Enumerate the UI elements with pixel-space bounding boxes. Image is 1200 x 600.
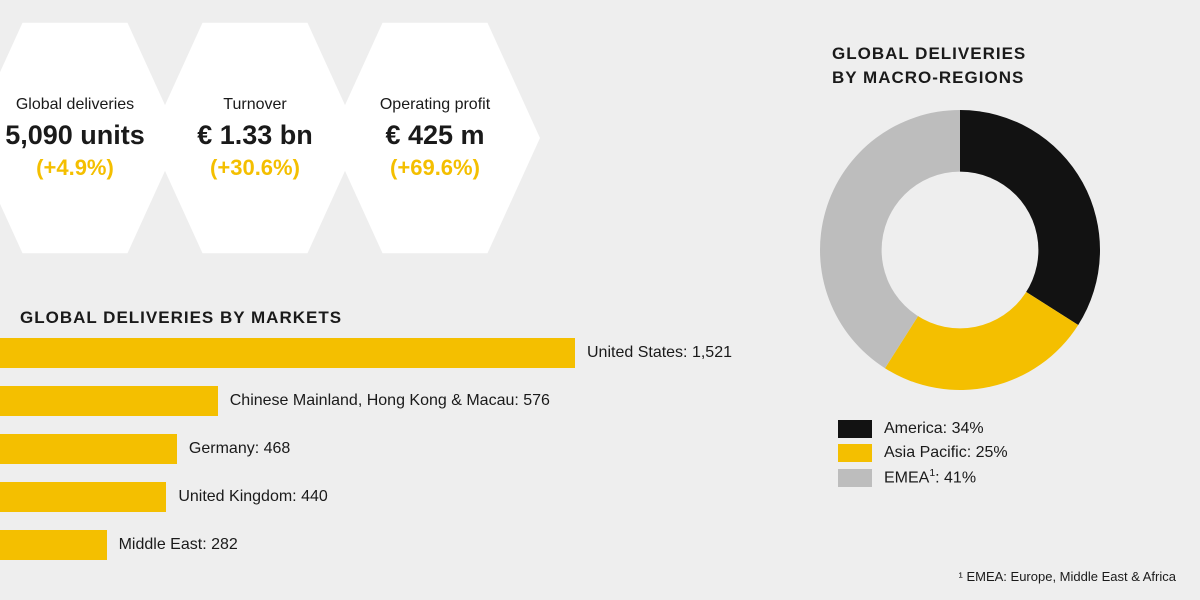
- legend-swatch: [838, 444, 872, 462]
- kpi-hex-row: Global deliveries 5,090 units (+4.9%) Turno…: [0, 18, 510, 258]
- market-bar-row: Germany: 468: [0, 434, 640, 464]
- donut-chart: [820, 110, 1100, 390]
- kpi-label: Turnover: [223, 96, 286, 114]
- market-bar-label: Middle East: 282: [107, 530, 238, 560]
- kpi-value: € 425 m: [385, 120, 484, 151]
- legend-label: Asia Pacific: 25%: [884, 444, 1008, 462]
- kpi-value: 5,090 units: [5, 120, 145, 151]
- kpi-label: Operating profit: [380, 96, 490, 114]
- market-bar-label: Chinese Mainland, Hong Kong & Macau: 576: [218, 386, 550, 416]
- donut-title-line2: BY MACRO-REGIONS: [832, 68, 1024, 87]
- market-bar-fill: [0, 482, 166, 512]
- infographic-page: { "colors":{ "background":"#eeeeee", "he…: [0, 0, 1200, 600]
- legend-row-0: America: 34%: [838, 420, 1008, 438]
- donut-legend: America: 34% Asia Pacific: 25% EMEA1: 41%: [838, 420, 1008, 493]
- market-bar-row: United States: 1,521: [0, 338, 640, 368]
- kpi-label: Global deliveries: [16, 96, 134, 114]
- market-bar-fill: [0, 530, 107, 560]
- kpi-hex-1: Turnover € 1.33 bn (+30.6%): [150, 18, 360, 258]
- markets-title: GLOBAL DELIVERIES BY MARKETS: [20, 308, 342, 328]
- market-bar-label: Germany: 468: [177, 434, 290, 464]
- legend-swatch: [838, 469, 872, 487]
- legend-row-1: Asia Pacific: 25%: [838, 444, 1008, 462]
- kpi-percent: (+69.6%): [390, 155, 480, 181]
- footnote: ¹ EMEA: Europe, Middle East & Africa: [959, 569, 1176, 584]
- market-bar-label: United States: 1,521: [575, 338, 732, 368]
- legend-row-2: EMEA1: 41%: [838, 468, 1008, 487]
- market-bar-row: United Kingdom: 440: [0, 482, 640, 512]
- market-bar-fill: [0, 386, 218, 416]
- market-bar-row: Middle East: 282: [0, 530, 640, 560]
- kpi-value: € 1.33 bn: [197, 120, 313, 151]
- kpi-percent: (+4.9%): [36, 155, 114, 181]
- donut-hole: [882, 172, 1039, 329]
- market-bar-row: Chinese Mainland, Hong Kong & Macau: 576: [0, 386, 640, 416]
- donut-title-line1: GLOBAL DELIVERIES: [832, 44, 1026, 63]
- donut-title: GLOBAL DELIVERIES BY MACRO-REGIONS: [832, 42, 1026, 90]
- kpi-hex-2: Operating profit € 425 m (+69.6%): [330, 18, 540, 258]
- market-bar-fill: [0, 434, 177, 464]
- markets-bars: United States: 1,521 Chinese Mainland, Ho…: [0, 338, 640, 578]
- legend-label: EMEA1: 41%: [884, 468, 976, 487]
- kpi-percent: (+30.6%): [210, 155, 300, 181]
- legend-swatch: [838, 420, 872, 438]
- legend-label: America: 34%: [884, 420, 984, 438]
- market-bar-label: United Kingdom: 440: [166, 482, 327, 512]
- market-bar-fill: [0, 338, 575, 368]
